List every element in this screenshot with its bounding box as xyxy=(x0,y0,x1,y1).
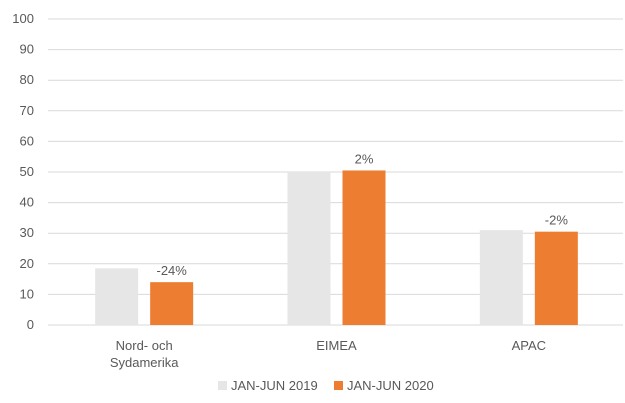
gridlines xyxy=(48,18,623,326)
bar-2020-0 xyxy=(150,282,194,325)
y-tick-label: 0 xyxy=(27,317,34,332)
y-tick-label: 50 xyxy=(20,164,34,179)
legend-label: JAN-JUN 2019 xyxy=(231,378,318,393)
bar-2019-1 xyxy=(287,172,331,325)
category-labels: Nord- och Sydamerika EIMEA APAC xyxy=(110,338,546,370)
category-label: Sydamerika xyxy=(110,355,179,370)
y-tick-label: 30 xyxy=(20,225,34,240)
y-tick-label: 100 xyxy=(12,11,34,26)
data-label: -24% xyxy=(156,263,187,278)
category-label: Nord- och xyxy=(116,338,173,353)
y-tick-label: 60 xyxy=(20,133,34,148)
category-label: EIMEA xyxy=(316,338,357,353)
bar-2020-1 xyxy=(342,170,386,325)
legend-label: JAN-JUN 2020 xyxy=(347,378,434,393)
category-label: APAC xyxy=(512,338,546,353)
bar-2020-2 xyxy=(534,231,578,325)
data-label: -2% xyxy=(545,213,569,228)
y-tick-label: 80 xyxy=(20,72,34,87)
y-tick-label: 70 xyxy=(20,103,34,118)
y-tick-label: 90 xyxy=(20,42,34,57)
legend-swatch xyxy=(218,381,227,390)
y-axis-tick-labels: 0 10 20 30 40 50 60 70 80 90 100 xyxy=(12,11,34,332)
legend: JAN-JUN 2019 JAN-JUN 2020 xyxy=(218,378,434,393)
data-label: 2% xyxy=(355,151,374,166)
legend-swatch xyxy=(334,381,343,390)
y-tick-label: 20 xyxy=(20,256,34,271)
bar-2019-0 xyxy=(95,268,139,325)
bar-2019-2 xyxy=(479,230,523,325)
y-tick-label: 40 xyxy=(20,195,34,210)
bars xyxy=(95,170,578,325)
data-labels: -24% 2% -2% xyxy=(156,151,568,278)
y-tick-label: 10 xyxy=(20,286,34,301)
